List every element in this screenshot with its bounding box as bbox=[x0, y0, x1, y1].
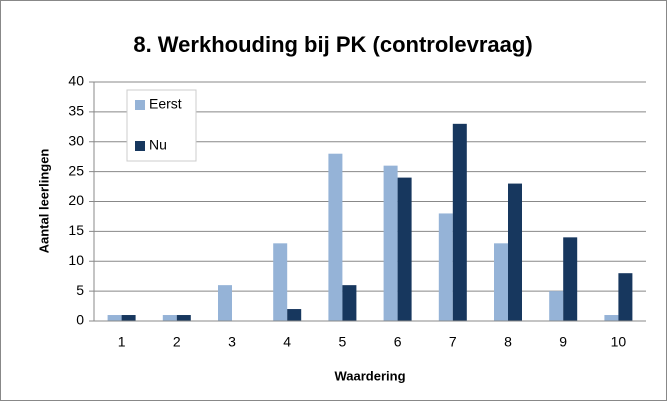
legend-swatch bbox=[135, 100, 145, 110]
bar bbox=[287, 309, 302, 321]
x-tick-label: 1 bbox=[118, 334, 126, 350]
bar bbox=[383, 165, 398, 321]
bar bbox=[273, 243, 288, 321]
bar bbox=[328, 153, 343, 321]
x-tick-label: 7 bbox=[449, 334, 457, 350]
y-tick-label: 5 bbox=[76, 282, 84, 298]
y-tick-label: 20 bbox=[68, 192, 84, 208]
x-tick-label: 2 bbox=[173, 334, 181, 350]
y-tick-label: 35 bbox=[68, 103, 84, 119]
legend-swatch bbox=[135, 141, 145, 151]
bar bbox=[438, 213, 453, 321]
bar bbox=[121, 315, 136, 321]
y-tick-label: 0 bbox=[76, 312, 84, 328]
y-axis-label: Aantal leerlingen bbox=[36, 149, 51, 254]
bar bbox=[162, 315, 177, 321]
y-tick-label: 15 bbox=[68, 222, 84, 238]
bar bbox=[452, 123, 467, 321]
x-axis-label: Waardering bbox=[334, 368, 405, 383]
x-tick-label: 9 bbox=[559, 334, 567, 350]
x-tick-label: 3 bbox=[228, 334, 236, 350]
bar bbox=[342, 285, 357, 321]
legend-label: Eerst bbox=[149, 96, 182, 112]
y-tick-label: 10 bbox=[68, 252, 84, 268]
bar bbox=[218, 285, 232, 321]
x-tick-label: 6 bbox=[394, 334, 402, 350]
bar bbox=[397, 177, 412, 321]
chart-title: 8. Werkhouding bij PK (controlevraag) bbox=[133, 32, 532, 57]
bar bbox=[107, 315, 122, 321]
bar bbox=[563, 237, 578, 321]
bar bbox=[604, 315, 619, 321]
bar bbox=[176, 315, 191, 321]
bar bbox=[549, 291, 564, 321]
bar bbox=[494, 243, 508, 321]
x-tick-label: 8 bbox=[504, 334, 512, 350]
legend-label: Nu bbox=[149, 137, 167, 153]
bar bbox=[508, 183, 522, 321]
x-tick-label: 10 bbox=[611, 334, 627, 350]
x-tick-label: 5 bbox=[339, 334, 347, 350]
bar bbox=[618, 273, 633, 321]
y-tick-label: 40 bbox=[68, 73, 84, 89]
y-tick-label: 30 bbox=[68, 132, 84, 148]
y-tick-label: 25 bbox=[68, 162, 84, 178]
x-tick-label: 4 bbox=[283, 334, 291, 350]
